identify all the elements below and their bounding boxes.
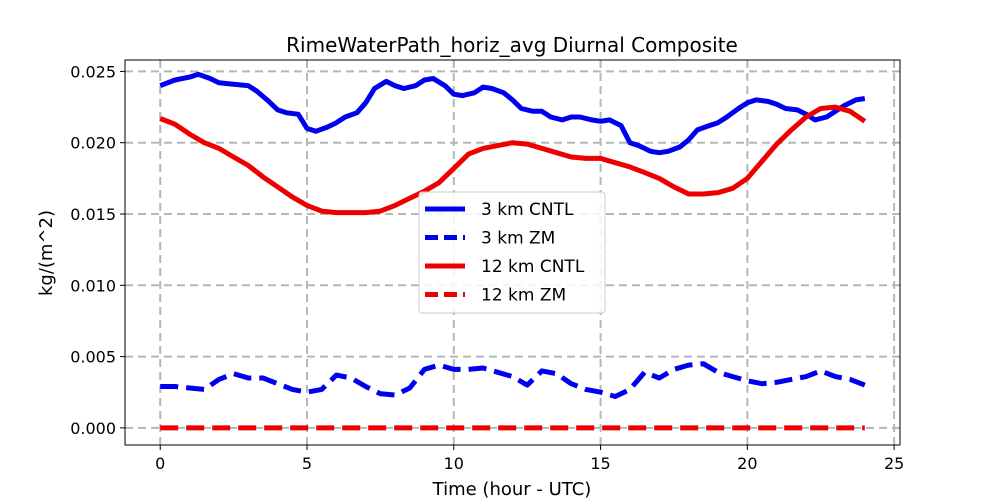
y-tick-label: 0.015 [70, 205, 116, 224]
x-tick-label: 10 [444, 454, 464, 473]
series-line-3 [159, 104, 867, 216]
y-tick-label: 0.020 [70, 134, 116, 153]
x-tick-label: 15 [590, 454, 610, 473]
y-axis-label: kg/(m^2) [36, 210, 57, 296]
series-line-1 [159, 71, 866, 156]
x-tick-label: 0 [155, 454, 165, 473]
legend-box [418, 191, 606, 314]
legend-label: 12 km CNTL [481, 257, 585, 277]
y-tick-label: 0.025 [70, 62, 116, 81]
chart-title: RimeWaterPath_horiz_avg Diurnal Composit… [286, 33, 738, 57]
series-group [159, 71, 867, 431]
plot-frame [124, 59, 901, 446]
legend-label: 3 km CNTL [481, 200, 574, 220]
x-tick-label: 5 [302, 454, 312, 473]
legend: 3 km CNTL 3 km ZM 12 km CNTL 12 km ZM [418, 191, 606, 314]
y-tick-label: 0.010 [70, 276, 116, 295]
x-tick-label: 25 [884, 454, 904, 473]
legend-label: 12 km ZM [481, 286, 566, 306]
legend-label: 3 km ZM [481, 229, 555, 249]
y-tick-label: 0.005 [70, 348, 116, 367]
ticks: 0 5 10 15 20 25 0.000 0.005 0.010 0.015 0.020 0.025 [70, 62, 904, 473]
y-tick-label: 0.000 [70, 419, 116, 438]
x-axis-label: Time (hour - UTC) [432, 479, 592, 500]
x-tick-label: 20 [737, 454, 757, 473]
